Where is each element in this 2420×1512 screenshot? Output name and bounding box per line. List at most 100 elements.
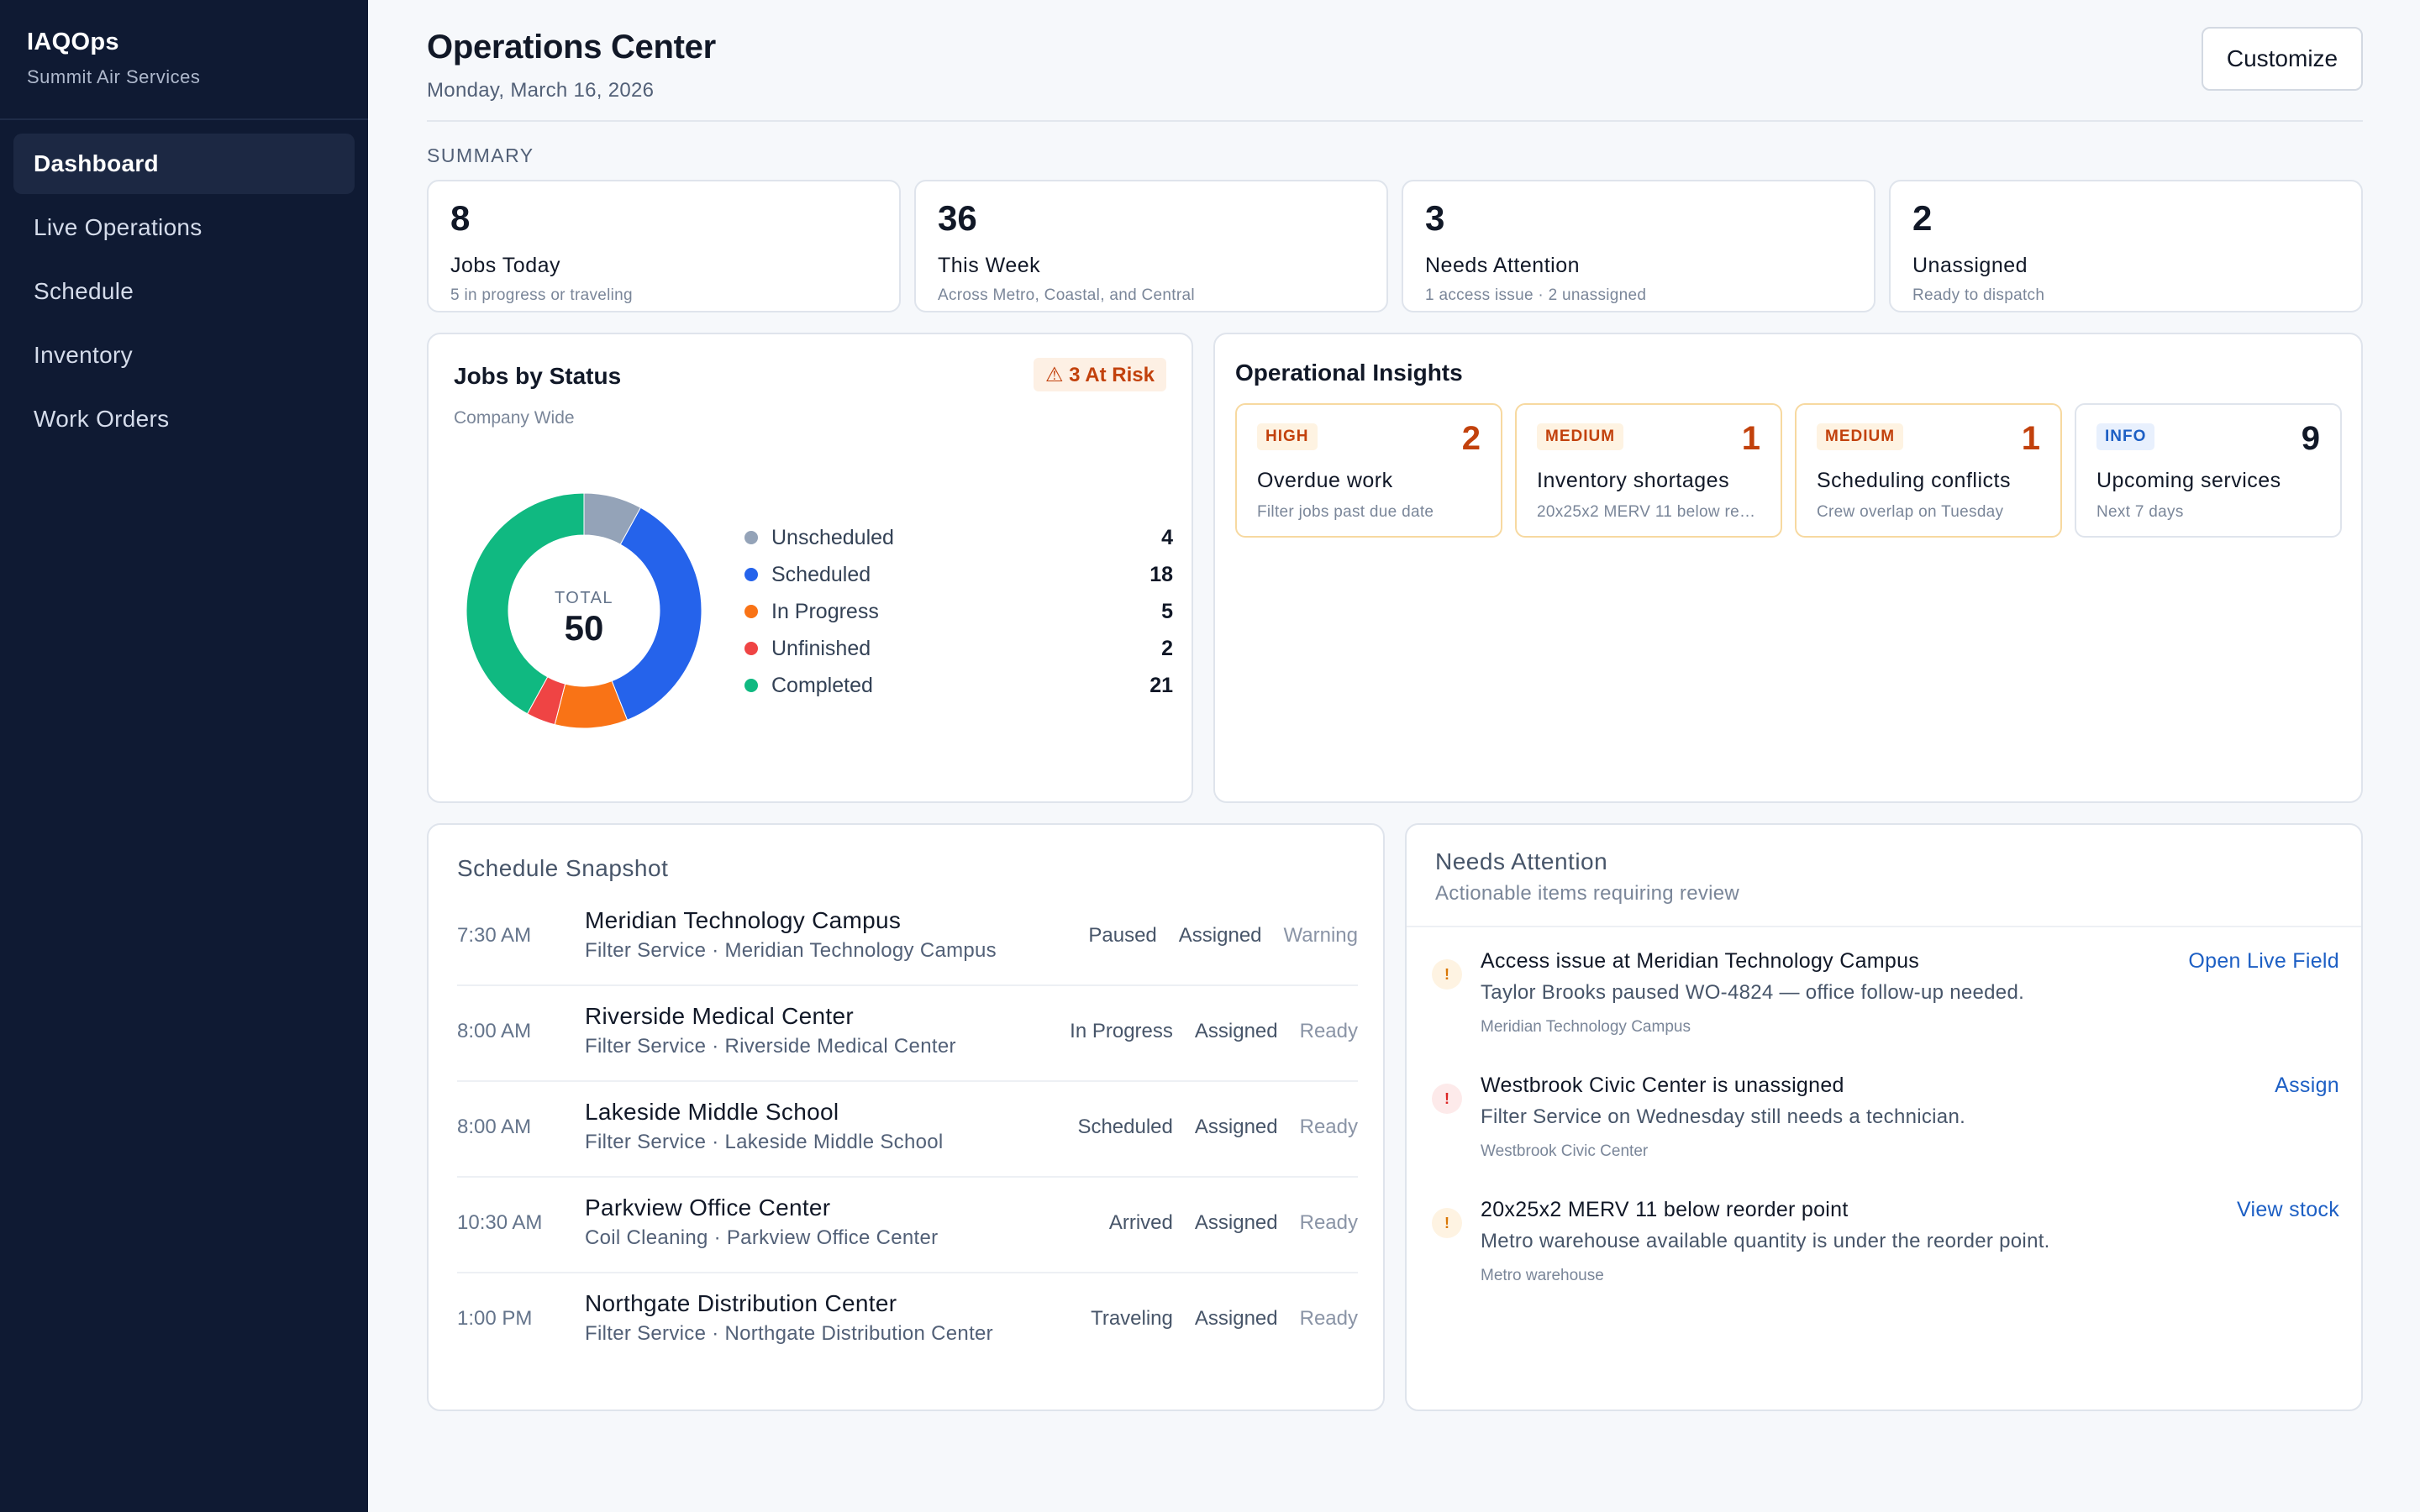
schedule-site-name: Lakeside Middle School — [585, 1099, 839, 1125]
donut-total-value: 50 — [565, 608, 604, 648]
summary-card-unassigned[interactable]: 2 Unassigned Ready to dispatch — [1889, 180, 2363, 312]
schedule-time: 7:30 AM — [457, 924, 532, 947]
summary-value: 3 — [1425, 198, 1445, 238]
needs-attention-card: Needs Attention Actionable items requiri… — [1405, 823, 2363, 1411]
readiness-status: Ready — [1299, 1307, 1358, 1330]
insight-label: Overdue work — [1257, 469, 1393, 492]
legend-item-unfinished[interactable]: Unfinished 2 — [744, 632, 1173, 665]
attention-body: Filter Service on Wednesday still needs … — [1481, 1105, 1966, 1128]
job-status: Arrived — [1108, 1211, 1173, 1234]
attention-heading: Westbrook Civic Center is unassigned — [1481, 1074, 1844, 1097]
readiness-status: Ready — [1299, 1020, 1358, 1042]
job-status: Paused — [1088, 924, 1157, 947]
donut-slice-scheduled[interactable] — [611, 507, 702, 721]
insight-tile-upcoming-services[interactable]: INFO 9 Upcoming services Next 7 days — [2075, 403, 2342, 538]
legend-value: 18 — [1150, 562, 1173, 586]
at-risk-badge[interactable]: ⚠ 3 At Risk — [1034, 358, 1166, 391]
priority-badge: INFO — [2096, 423, 2155, 450]
legend-value: 2 — [1161, 636, 1173, 660]
schedule-row[interactable]: 8:00 AM Lakeside Middle School Filter Se… — [457, 1082, 1358, 1178]
brand: IAQOps Summit Air Services — [0, 0, 368, 120]
schedule-snapshot-card: Schedule Snapshot 7:30 AM Meridian Techn… — [427, 823, 1385, 1411]
sidebar-item-schedule[interactable]: Schedule — [34, 278, 134, 304]
summary-subtext: 1 access issue · 2 unassigned — [1425, 286, 1647, 304]
insight-tile-scheduling-conflicts[interactable]: MEDIUM 1 Scheduling conflicts Crew overl… — [1795, 403, 2062, 538]
summary-subtext: Ready to dispatch — [1912, 286, 2045, 304]
summary-card-jobs-today[interactable]: 8 Jobs Today 5 in progress or traveling — [427, 180, 901, 312]
sidebar-item-live-operations[interactable]: Live Operations — [34, 214, 203, 240]
needs-attention-subtitle: Actionable items requiring review — [1435, 882, 1740, 905]
legend-dot — [744, 679, 758, 692]
sidebar: IAQOps Summit Air Services Dashboard Liv… — [0, 0, 368, 1512]
legend-item-in-progress[interactable]: In Progress 5 — [744, 595, 1173, 628]
alert-icon: ! — [1432, 1084, 1462, 1114]
open-live-field-link[interactable]: Open Live Field — [2188, 949, 2339, 973]
legend-value: 4 — [1161, 525, 1173, 549]
assignment-status: Assigned — [1194, 1211, 1278, 1234]
schedule-description: Filter Service · Meridian Technology Cam… — [585, 939, 997, 962]
operational-insights-card: Operational Insights HIGH 2 Overdue work… — [1213, 333, 2363, 803]
assignment-status: Assigned — [1194, 1116, 1278, 1138]
brand-subtitle: Summit Air Services — [27, 66, 201, 87]
jobs-by-status-title: Jobs by Status — [454, 363, 622, 389]
schedule-row[interactable]: 8:00 AM Riverside Medical Center Filter … — [457, 986, 1358, 1082]
legend-dot — [744, 605, 758, 618]
attention-body: Metro warehouse available quantity is un… — [1481, 1230, 2050, 1252]
priority-badge: HIGH — [1257, 423, 1318, 450]
schedule-tags: Traveling Assigned Ready — [1091, 1307, 1358, 1331]
schedule-tags: Paused Assigned Warning — [1088, 924, 1358, 948]
sidebar-nav: Dashboard Live Operations Schedule Inven… — [0, 120, 368, 466]
legend-label: In Progress — [771, 599, 879, 623]
priority-badge: MEDIUM — [1817, 423, 1904, 450]
insight-subtext: Filter jobs past due date — [1257, 503, 1434, 521]
schedule-tags: Scheduled Assigned Ready — [1077, 1116, 1358, 1139]
main-content: Operations Center Monday, March 16, 2026… — [427, 0, 2363, 1411]
legend-item-completed[interactable]: Completed 21 — [744, 669, 1173, 702]
summary-label-text: Jobs Today — [450, 254, 561, 277]
insight-label: Upcoming services — [2096, 469, 2281, 492]
job-status: Traveling — [1091, 1307, 1173, 1330]
schedule-time: 8:00 AM — [457, 1020, 532, 1042]
jobs-by-status-card: Jobs by Status Company Wide ⚠ 3 At Risk … — [427, 333, 1193, 803]
view-stock-link[interactable]: View stock — [2236, 1198, 2339, 1221]
priority-badge: MEDIUM — [1537, 423, 1624, 450]
customize-button[interactable]: Customize — [2202, 27, 2363, 91]
assignment-status: Assigned — [1178, 924, 1262, 947]
schedule-row[interactable]: 10:30 AM Parkview Office Center Coil Cle… — [457, 1178, 1358, 1273]
schedule-row[interactable]: 7:30 AM Meridian Technology Campus Filte… — [457, 890, 1358, 986]
schedule-snapshot-title: Schedule Snapshot — [457, 855, 669, 881]
schedule-description: Filter Service · Lakeside Middle School — [585, 1131, 944, 1153]
warning-icon: ! — [1432, 959, 1462, 990]
legend-dot — [744, 531, 758, 544]
schedule-row[interactable]: 1:00 PM Northgate Distribution Center Fi… — [457, 1273, 1358, 1369]
legend-item-scheduled[interactable]: Scheduled 18 — [744, 558, 1173, 591]
summary-card-needs-attention[interactable]: 3 Needs Attention 1 access issue · 2 una… — [1402, 180, 1876, 312]
page-title: Operations Center — [427, 29, 716, 66]
insight-count: 9 — [2301, 420, 2320, 457]
schedule-time: 8:00 AM — [457, 1116, 532, 1138]
sidebar-item-work-orders[interactable]: Work Orders — [34, 406, 170, 432]
summary-card-this-week[interactable]: 36 This Week Across Metro, Coastal, and … — [914, 180, 1388, 312]
sidebar-item-inventory[interactable]: Inventory — [34, 342, 133, 368]
donut-total-label: TOTAL — [555, 589, 613, 607]
schedule-tags: Arrived Assigned Ready — [1109, 1211, 1358, 1235]
donut-slice-completed[interactable] — [466, 492, 585, 715]
assign-link[interactable]: Assign — [2275, 1074, 2339, 1097]
insight-tile-overdue-work[interactable]: HIGH 2 Overdue work Filter jobs past due… — [1235, 403, 1502, 538]
legend-item-unscheduled[interactable]: Unscheduled 4 — [744, 521, 1173, 554]
insight-tile-inventory-shortages[interactable]: MEDIUM 1 Inventory shortages 20x25x2 MER… — [1515, 403, 1782, 538]
attention-heading: Access issue at Meridian Technology Camp… — [1481, 949, 1920, 973]
schedule-site-name: Parkview Office Center — [585, 1194, 831, 1221]
sidebar-item-dashboard[interactable]: Dashboard — [13, 134, 355, 194]
insight-label: Inventory shortages — [1537, 469, 1730, 492]
attention-meta: Meridian Technology Campus — [1481, 1018, 1691, 1036]
legend-dot — [744, 642, 758, 655]
summary-label-text: Unassigned — [1912, 254, 2028, 277]
job-status: In Progress — [1070, 1020, 1173, 1042]
page-header: Operations Center Monday, March 16, 2026… — [427, 0, 2363, 122]
attention-item: ! 20x25x2 MERV 11 below reorder point Me… — [1432, 1198, 2339, 1315]
divider — [1407, 926, 2361, 927]
legend-label: Unscheduled — [771, 525, 894, 549]
attention-item: ! Access issue at Meridian Technology Ca… — [1432, 949, 2339, 1067]
assignment-status: Assigned — [1194, 1307, 1278, 1330]
